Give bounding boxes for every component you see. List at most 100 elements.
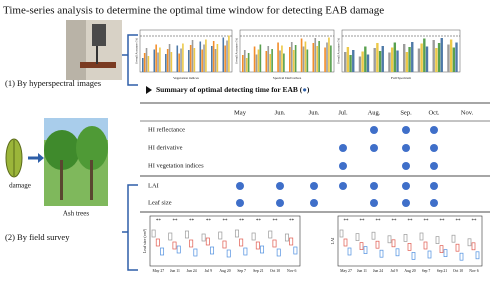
mini-bar (292, 50, 295, 72)
box (210, 246, 215, 255)
x-tick-label: Aug 20 (219, 269, 230, 273)
box (451, 234, 456, 243)
method-label: (1) By hyperspectral images (5, 78, 101, 88)
mini-bar (304, 41, 307, 72)
significance: ** (256, 219, 262, 224)
detect-dot (276, 182, 284, 190)
detect-dot (310, 199, 318, 207)
box (222, 240, 227, 249)
box (272, 239, 277, 248)
box (371, 231, 376, 240)
box (355, 233, 360, 241)
mini-bar (193, 48, 196, 72)
x-tick-label: Aug 20 (404, 269, 415, 273)
mini-bar (420, 43, 423, 72)
mini-bar (228, 35, 230, 72)
x-tick-label: Jul 9 (390, 269, 397, 273)
axis-label: Leaf size (cm²) (142, 228, 147, 253)
mini-bar (330, 45, 332, 72)
mini-bar (180, 48, 182, 72)
detect-dot (430, 199, 438, 207)
box (455, 243, 460, 252)
box (403, 234, 408, 242)
box (218, 231, 223, 240)
box (443, 249, 448, 257)
box (189, 239, 194, 248)
mini-bar (191, 40, 194, 72)
mini-bar (358, 56, 362, 72)
mini-bar (449, 39, 453, 72)
detect-dot (339, 162, 347, 170)
box (471, 242, 476, 251)
box (423, 241, 428, 250)
x-tick-label: Sep 7 (237, 269, 246, 273)
image-label: Ash trees (63, 210, 90, 218)
summary-title: Summary of optimal detecting time for EA… (156, 85, 310, 94)
mini-bar (283, 53, 285, 72)
mini-bar (376, 43, 379, 72)
box (251, 232, 256, 241)
detect-dot (236, 199, 244, 207)
column-header: Jun. (275, 109, 286, 116)
axis-label: Overall Accuracy (%) (337, 38, 341, 64)
box-chart-frame (337, 215, 483, 267)
x-tick-label: Sep 7 (422, 269, 431, 273)
detect-dot (430, 126, 438, 134)
mini-bar (289, 47, 291, 72)
mini-bar (166, 49, 169, 72)
box (176, 245, 181, 254)
mini-bar (205, 39, 207, 72)
mini-bar (403, 44, 406, 72)
box (339, 229, 344, 238)
box-chart-frame (149, 215, 301, 267)
mini-bar (417, 48, 421, 72)
detect-dot (430, 162, 438, 170)
detect-dot (310, 182, 318, 190)
mini-bar (314, 38, 317, 72)
box (276, 248, 281, 257)
bullet (146, 86, 152, 94)
x-tick-label: Sep 21 (253, 269, 264, 273)
mini-bar (147, 56, 150, 72)
significance: ** (273, 219, 279, 224)
mini-bar (247, 53, 250, 72)
x-tick-label: Jun 24 (187, 269, 197, 273)
box (375, 240, 380, 249)
mini-bar (396, 50, 399, 72)
mini-bar (142, 58, 144, 72)
box (151, 229, 156, 238)
mini-bar (178, 53, 180, 72)
significance: ** (206, 219, 212, 224)
row-label: Leaf size (148, 199, 172, 206)
column-header: Jul. (338, 109, 348, 116)
box (459, 252, 464, 261)
box (243, 247, 248, 256)
mini-bar (393, 42, 397, 72)
box (391, 239, 396, 248)
box (268, 230, 273, 239)
detect-dot (339, 144, 347, 152)
row-label: HI reflectance (148, 126, 185, 133)
bracket (122, 34, 138, 86)
hyperspectral-photo (66, 20, 122, 80)
row-label: HI vegetation indices (148, 162, 204, 169)
detect-dot (370, 144, 378, 152)
detect-dot (430, 144, 438, 152)
mini-bar (455, 42, 458, 72)
significance: ** (392, 219, 398, 224)
mini-bar (312, 43, 315, 72)
column-header: Jun. (309, 109, 320, 116)
image-label: damage (9, 182, 31, 190)
mini-chart-frame (139, 29, 233, 73)
mini-bar (203, 44, 205, 72)
mini-bar (306, 49, 309, 72)
box (427, 250, 432, 259)
mini-bar (435, 48, 438, 72)
detect-dot (402, 126, 410, 134)
box (475, 251, 480, 260)
x-tick-label: May 27 (340, 269, 352, 273)
significance: ** (408, 219, 414, 224)
column-header: May (234, 109, 247, 116)
detect-dot (370, 126, 378, 134)
significance: ** (472, 219, 478, 224)
